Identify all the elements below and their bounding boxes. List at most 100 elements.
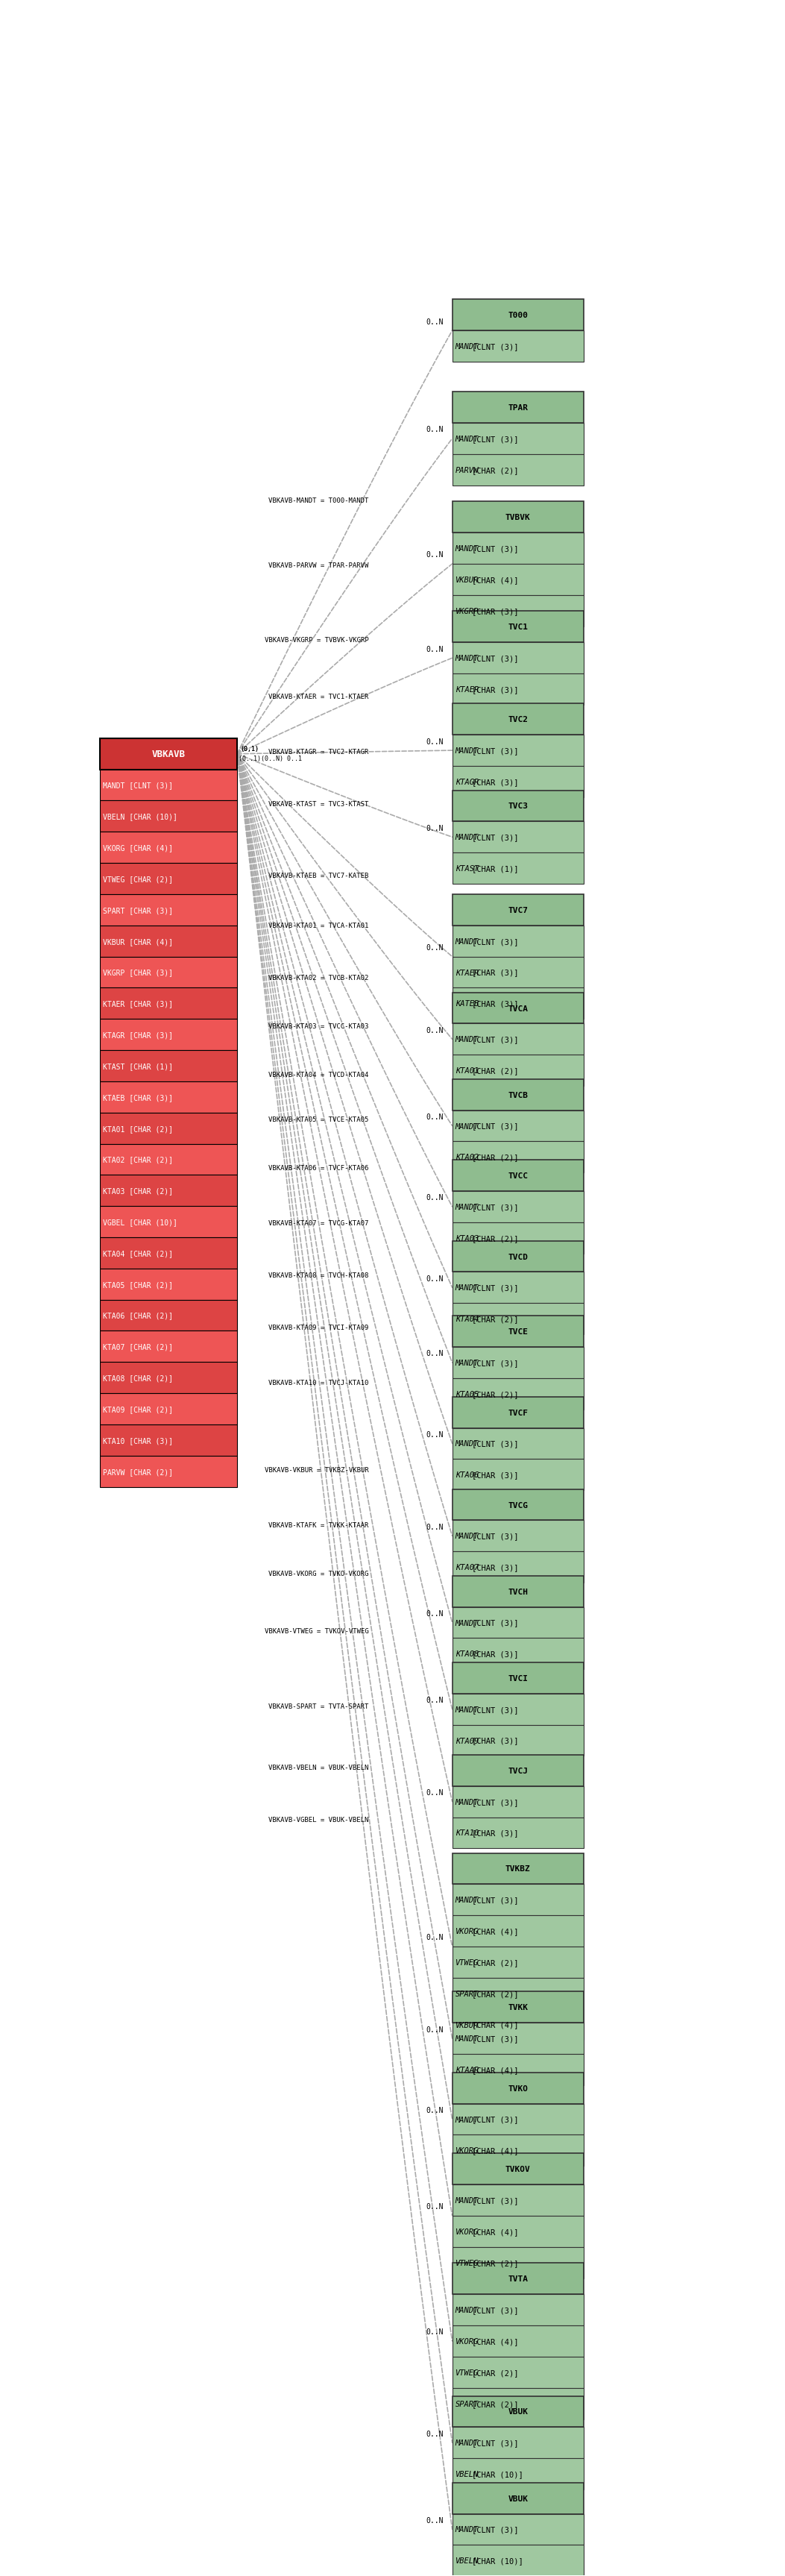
Text: KTAEB [CHAR (3)]: KTAEB [CHAR (3)] <box>103 1095 173 1100</box>
Text: [CLNT (3)]: [CLNT (3)] <box>472 747 518 755</box>
Text: 0..N: 0..N <box>425 647 444 652</box>
FancyBboxPatch shape <box>452 2053 584 2087</box>
FancyBboxPatch shape <box>452 392 584 422</box>
FancyBboxPatch shape <box>100 1051 237 1082</box>
Text: [CLNT (3)]: [CLNT (3)] <box>472 938 518 945</box>
Text: VBKAVB-KTA05 = TVCE-KTA05: VBKAVB-KTA05 = TVCE-KTA05 <box>268 1115 369 1123</box>
Text: VKORG: VKORG <box>455 2228 479 2236</box>
Text: VBKAVB-KTAER = TVC1-KTAER: VBKAVB-KTAER = TVC1-KTAER <box>268 693 369 701</box>
Text: MANDT: MANDT <box>455 835 479 842</box>
FancyBboxPatch shape <box>452 1947 584 1978</box>
FancyBboxPatch shape <box>452 1110 584 1141</box>
FancyBboxPatch shape <box>452 1695 584 1726</box>
Text: KTA01 [CHAR (2)]: KTA01 [CHAR (2)] <box>103 1126 173 1133</box>
Text: [CLNT (3)]: [CLNT (3)] <box>472 1123 518 1131</box>
Text: KTA03 [CHAR (2)]: KTA03 [CHAR (2)] <box>103 1188 173 1195</box>
FancyBboxPatch shape <box>452 1520 584 1551</box>
FancyBboxPatch shape <box>100 1144 237 1175</box>
FancyBboxPatch shape <box>100 894 237 925</box>
Text: (0..1)(0..N) 0..1: (0..1)(0..N) 0..1 <box>239 755 301 762</box>
FancyBboxPatch shape <box>452 2009 584 2040</box>
FancyBboxPatch shape <box>452 2388 584 2419</box>
Text: KTA04: KTA04 <box>455 1316 479 1324</box>
Text: VBKAVB: VBKAVB <box>152 750 185 760</box>
FancyBboxPatch shape <box>452 1193 584 1224</box>
FancyBboxPatch shape <box>452 1378 584 1409</box>
Text: [CLNT (3)]: [CLNT (3)] <box>472 835 518 842</box>
Text: MANDT: MANDT <box>455 2524 479 2532</box>
Text: KTAGR [CHAR (3)]: KTAGR [CHAR (3)] <box>103 1030 173 1038</box>
FancyBboxPatch shape <box>452 1785 584 1819</box>
FancyBboxPatch shape <box>100 1270 237 1301</box>
Text: TVC3: TVC3 <box>508 804 528 809</box>
Text: TVC1: TVC1 <box>508 623 528 631</box>
FancyBboxPatch shape <box>100 1206 237 1236</box>
Text: KTAST: KTAST <box>455 866 479 873</box>
Text: [CLNT (3)]: [CLNT (3)] <box>472 1360 518 1368</box>
FancyBboxPatch shape <box>452 1638 584 1669</box>
FancyBboxPatch shape <box>452 1316 584 1347</box>
FancyBboxPatch shape <box>452 1159 584 1193</box>
Text: MANDT: MANDT <box>455 1203 479 1211</box>
Text: VKORG [CHAR (4)]: VKORG [CHAR (4)] <box>103 845 173 853</box>
Text: KTA03: KTA03 <box>455 1234 479 1242</box>
Text: KTA05: KTA05 <box>455 1391 479 1399</box>
Text: VBELN: VBELN <box>455 2558 479 2563</box>
Text: [CLNT (3)]: [CLNT (3)] <box>472 1798 518 1806</box>
FancyBboxPatch shape <box>452 1852 584 1886</box>
Text: TVCG: TVCG <box>508 1502 528 1510</box>
Text: [CLNT (3)]: [CLNT (3)] <box>472 1896 518 1904</box>
Text: MANDT: MANDT <box>455 2439 479 2447</box>
Text: [CHAR (4)]: [CHAR (4)] <box>472 2022 518 2027</box>
FancyBboxPatch shape <box>452 2264 584 2295</box>
Text: 0..N: 0..N <box>425 2107 444 2115</box>
Text: VBKAVB-MANDT = T000-MANDT: VBKAVB-MANDT = T000-MANDT <box>268 497 369 505</box>
Text: [CLNT (3)]: [CLNT (3)] <box>472 343 518 350</box>
FancyBboxPatch shape <box>452 992 584 1025</box>
FancyBboxPatch shape <box>100 1301 237 1332</box>
Text: [CLNT (3)]: [CLNT (3)] <box>472 2524 518 2532</box>
Text: 0..N: 0..N <box>425 1350 444 1358</box>
Text: [CHAR (4)]: [CHAR (4)] <box>472 577 518 585</box>
FancyBboxPatch shape <box>100 739 237 770</box>
Text: VTWEG: VTWEG <box>455 2367 479 2375</box>
FancyBboxPatch shape <box>452 1079 584 1110</box>
Text: VBKAVB-VTWEG = TVKOV-VTWEG: VBKAVB-VTWEG = TVKOV-VTWEG <box>265 1628 369 1636</box>
Text: TVTA: TVTA <box>508 2275 528 2282</box>
Text: TVCE: TVCE <box>508 1329 528 1334</box>
FancyBboxPatch shape <box>452 2427 584 2458</box>
Text: [CHAR (3)]: [CHAR (3)] <box>472 1471 518 1479</box>
Text: MANDT: MANDT <box>455 2115 479 2123</box>
FancyBboxPatch shape <box>100 1455 237 1486</box>
Text: VBUK: VBUK <box>508 2409 528 2416</box>
Text: VBKAVB-SPART = TVTA-SPART: VBKAVB-SPART = TVTA-SPART <box>268 1703 369 1710</box>
Text: VBKAVB-KTA02 = TVCB-KTA02: VBKAVB-KTA02 = TVCB-KTA02 <box>268 974 369 981</box>
Text: TVCB: TVCB <box>508 1092 528 1100</box>
Text: 0..N: 0..N <box>425 1430 444 1437</box>
Text: [CLNT (3)]: [CLNT (3)] <box>472 2439 518 2447</box>
Text: MANDT [CLNT (3)]: MANDT [CLNT (3)] <box>103 781 173 788</box>
Text: 0..N: 0..N <box>425 824 444 832</box>
FancyBboxPatch shape <box>452 1917 584 1947</box>
Text: [CLNT (3)]: [CLNT (3)] <box>472 2197 518 2205</box>
Text: VBUK: VBUK <box>508 2494 528 2501</box>
FancyBboxPatch shape <box>100 832 237 863</box>
FancyBboxPatch shape <box>452 1726 584 1757</box>
Text: KTA04 [CHAR (2)]: KTA04 [CHAR (2)] <box>103 1249 173 1257</box>
FancyBboxPatch shape <box>452 2545 584 2576</box>
Text: KTA09 [CHAR (2)]: KTA09 [CHAR (2)] <box>103 1406 173 1412</box>
FancyBboxPatch shape <box>100 1363 237 1394</box>
FancyBboxPatch shape <box>452 703 584 734</box>
Text: VBELN: VBELN <box>455 2470 479 2478</box>
Text: TVCA: TVCA <box>508 1005 528 1012</box>
FancyBboxPatch shape <box>452 2357 584 2388</box>
FancyBboxPatch shape <box>452 2215 584 2246</box>
Text: VBKAVB-KTAFK = TVKK-KTAAR: VBKAVB-KTAFK = TVKK-KTAAR <box>268 1522 369 1528</box>
Text: [CHAR (1)]: [CHAR (1)] <box>472 866 518 873</box>
Text: TVKK: TVKK <box>508 2004 528 2012</box>
FancyBboxPatch shape <box>452 2483 584 2514</box>
Text: VKBUR [CHAR (4)]: VKBUR [CHAR (4)] <box>103 938 173 945</box>
Text: TVC7: TVC7 <box>508 907 528 914</box>
FancyBboxPatch shape <box>452 422 584 456</box>
Text: TVCC: TVCC <box>508 1172 528 1180</box>
